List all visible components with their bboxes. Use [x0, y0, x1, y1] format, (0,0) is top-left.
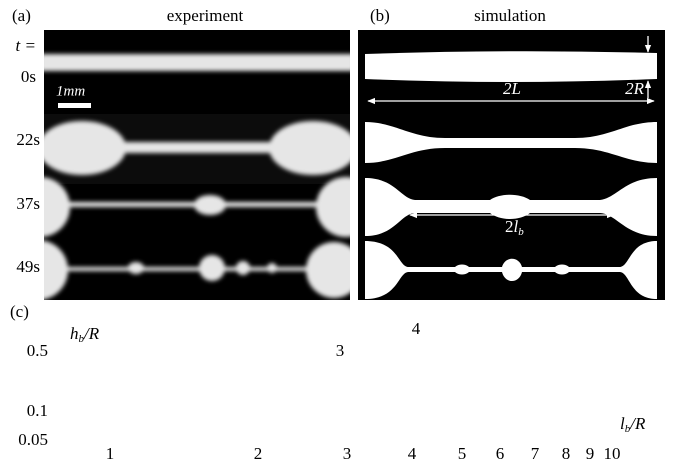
stray-label: 4 — [412, 319, 421, 338]
x-tick-label: 9 — [586, 444, 595, 463]
panel-title: simulation — [474, 6, 546, 25]
x-tick-label: 4 — [408, 444, 417, 463]
time-label: 49s — [16, 257, 40, 276]
y-axis-label: hb/R — [70, 324, 100, 345]
length-label: 2L — [503, 79, 521, 98]
time-label: 37s — [16, 194, 40, 213]
y-tick-label: 0.1 — [27, 401, 48, 420]
x-tick-label: 10 — [604, 444, 621, 463]
coef: 2 — [505, 217, 514, 236]
panel-label: (c) — [10, 302, 29, 321]
subscript: b — [518, 226, 524, 238]
experiment-image — [44, 30, 350, 300]
radius-label: 2R — [625, 79, 645, 98]
scale-bar-label: 1mm — [56, 83, 85, 99]
bead-label: 2lb — [505, 217, 524, 238]
rest: /R — [83, 324, 100, 343]
symbol: h — [70, 324, 79, 343]
y-tick-label: 0.5 — [27, 341, 48, 360]
symbol: l — [620, 414, 625, 433]
panel-title: experiment — [167, 6, 244, 25]
x-tick-label: 7 — [531, 444, 540, 463]
panel-label: (a) — [12, 6, 31, 25]
x-axis-label: lb/R — [620, 414, 646, 435]
y-tick-label: 0.05 — [18, 430, 48, 449]
stray-label: 3 — [336, 341, 345, 360]
x-tick-label: 1 — [106, 444, 115, 463]
subscript: b — [79, 333, 85, 345]
time-label: 22s — [16, 130, 40, 149]
panel-label: (b) — [370, 6, 390, 25]
x-tick-label: 8 — [562, 444, 571, 463]
rest: /R — [629, 414, 646, 433]
subscript: b — [625, 423, 631, 435]
x-tick-label: 3 — [343, 444, 352, 463]
symbol: l — [514, 217, 519, 236]
x-tick-label: 2 — [254, 444, 263, 463]
time-label: 0s — [21, 67, 36, 86]
x-tick-label: 6 — [496, 444, 505, 463]
time-label: t = — [16, 36, 36, 55]
simulation-image — [358, 30, 665, 300]
x-tick-label: 5 — [458, 444, 467, 463]
x-tick-labels: 1 2 3 4 5 6 7 8 9 10 — [106, 444, 621, 463]
